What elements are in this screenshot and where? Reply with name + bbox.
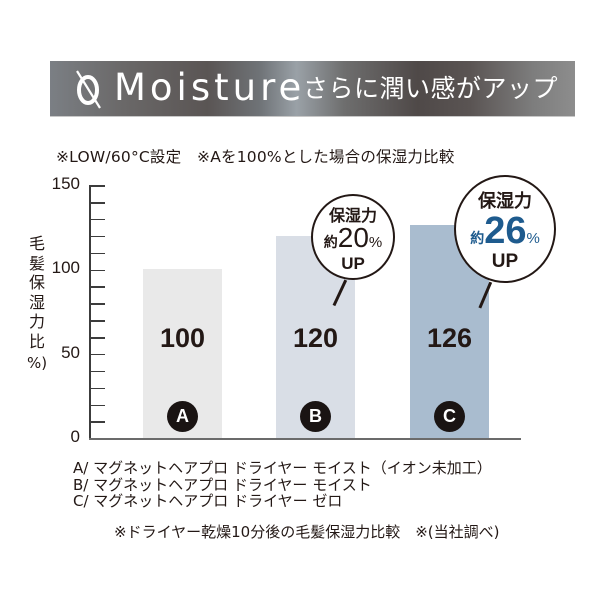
y-axis-line bbox=[89, 186, 91, 440]
footnote: ※ドライヤー乾燥10分後の毛髪保湿力比較 ※(当社調べ) bbox=[114, 523, 500, 541]
bar-value-a: 100 bbox=[159, 323, 206, 353]
y-axis-tick bbox=[89, 421, 105, 423]
banner-subtitle: さらに潤い感がアップ bbox=[303, 74, 559, 103]
title-banner: Moisture さらに潤い感がアップ bbox=[50, 61, 575, 116]
callout-bubble-b: 保湿力 約20% UP bbox=[311, 194, 395, 280]
callout-bubble-c: 保湿力 約26% UP bbox=[454, 175, 556, 283]
y-axis-tick bbox=[89, 303, 105, 305]
y-axis-label-char: 保 bbox=[28, 273, 45, 292]
y-axis-tick-label: 50 bbox=[61, 342, 80, 362]
y-axis-tick bbox=[89, 235, 105, 238]
bar-value-c: 126 bbox=[426, 323, 473, 353]
bar-badge-b: B bbox=[300, 401, 331, 432]
callout-c-number: 26 bbox=[484, 210, 527, 252]
bar-value-b: 120 bbox=[292, 323, 339, 353]
y-axis-tick bbox=[89, 404, 105, 407]
legend-item-b: B/ マグネットヘアプロ ドライヤー モイスト bbox=[73, 475, 372, 494]
y-axis-label-char: 湿 bbox=[28, 292, 45, 312]
legend-item-a: A/ マグネットヘアプロ ドライヤー モイスト（イオン未加工） bbox=[73, 459, 492, 477]
callout-c-approx: 約 bbox=[470, 231, 485, 247]
y-axis-label-char: 髪 bbox=[28, 253, 45, 273]
y-axis-tick-label: 150 bbox=[51, 174, 80, 193]
zero-slash-icon bbox=[76, 70, 101, 109]
callout-b-up: UP bbox=[341, 254, 365, 273]
y-axis-label-char: %) bbox=[26, 354, 48, 372]
callout-c-figure: 約26% bbox=[456, 210, 554, 253]
y-axis-tick bbox=[89, 218, 105, 221]
callout-b-number: 20 bbox=[337, 222, 369, 253]
y-axis-label-char: 比 bbox=[28, 331, 45, 351]
banner-title: Moisture bbox=[114, 66, 306, 109]
callout-c-heading: 保湿力 bbox=[478, 191, 532, 212]
y-axis-tick-label: 100 bbox=[51, 258, 80, 278]
bar-badge-a: A bbox=[167, 401, 198, 432]
condition-note: ※LOW/60°C設定 ※Aを100%とした場合の保湿力比較 bbox=[56, 148, 455, 166]
y-axis-tick bbox=[89, 286, 105, 288]
y-axis-tick bbox=[89, 320, 105, 322]
callout-c-percent: % bbox=[526, 230, 540, 247]
legend: A/ マグネットヘアプロ ドライヤー モイスト（イオン未加工） B/ マグネット… bbox=[73, 460, 492, 510]
y-axis-label-char: 毛 bbox=[28, 234, 45, 253]
callout-b-percent: % bbox=[368, 234, 383, 251]
y-axis-tick bbox=[89, 387, 105, 390]
y-axis-tick-label: 0 bbox=[70, 427, 80, 446]
y-axis-tick bbox=[89, 185, 105, 187]
y-axis-tick bbox=[89, 269, 105, 272]
callout-b-approx: 約 bbox=[323, 235, 338, 251]
y-axis-tick bbox=[89, 252, 105, 255]
bar-badge-c: C bbox=[434, 401, 465, 432]
callout-b-heading: 保湿力 bbox=[328, 206, 377, 225]
y-axis-label: 毛 髪 保 湿 力 比 %) bbox=[24, 234, 50, 374]
legend-item-c: C/ マグネットヘアプロ ドライヤー ゼロ bbox=[73, 492, 343, 510]
y-axis-tick bbox=[89, 337, 105, 339]
x-axis-line bbox=[89, 438, 521, 440]
y-axis-label-char: 力 bbox=[28, 312, 45, 331]
callout-c-up: UP bbox=[491, 251, 519, 272]
y-axis-tick bbox=[89, 202, 105, 204]
callout-b-figure: 約20% bbox=[313, 222, 393, 254]
y-axis-tick bbox=[89, 353, 105, 356]
y-axis-tick bbox=[89, 370, 105, 373]
